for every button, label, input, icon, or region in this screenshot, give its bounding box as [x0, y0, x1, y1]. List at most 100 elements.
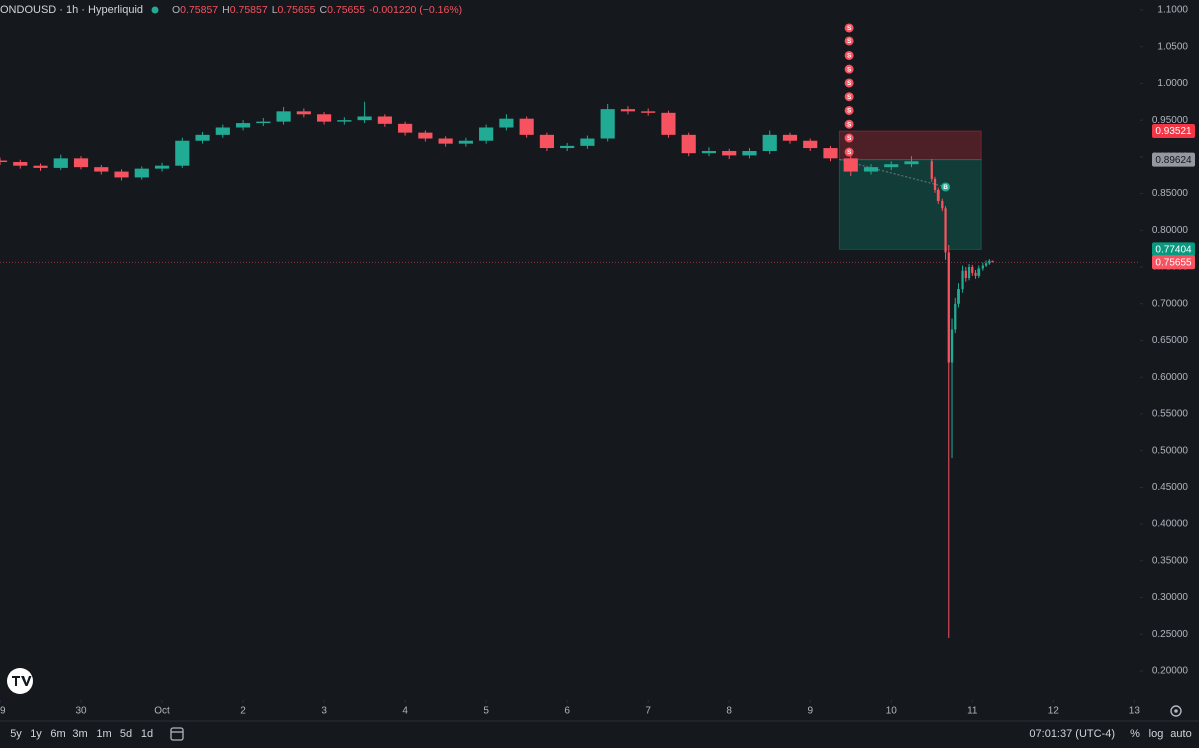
range-button[interactable]: 1d — [141, 728, 153, 740]
candle-body — [933, 178, 937, 190]
y-tick-label: 0.25000 — [1152, 629, 1189, 640]
x-tick-label: Oct — [154, 706, 170, 717]
buy-signal — [941, 182, 951, 192]
range-button[interactable]: 6m — [50, 728, 65, 740]
sell-signal — [844, 50, 854, 60]
candle-body — [981, 265, 984, 269]
candle-body — [317, 114, 332, 122]
price-tag — [1152, 255, 1195, 270]
price-tag-label: 0.75655 — [1155, 257, 1192, 268]
x-tick-label: 7 — [645, 706, 651, 717]
settings-icon[interactable] — [1170, 705, 1182, 717]
candle-body — [936, 189, 940, 201]
candle-body — [114, 171, 129, 178]
range-button[interactable]: 5d — [120, 728, 132, 740]
scale-option[interactable]: log — [1149, 728, 1164, 740]
candle-body — [73, 158, 89, 168]
candle-body — [947, 252, 950, 363]
sell-signal — [844, 119, 854, 129]
candle-body — [580, 138, 595, 146]
candle-body — [215, 127, 230, 135]
sell-signal — [844, 133, 854, 143]
y-tick-label: 1.0500 — [1157, 41, 1188, 52]
range-button[interactable]: 5y — [10, 728, 22, 740]
candle-body — [296, 111, 311, 115]
sell-signal — [844, 64, 854, 74]
candle-body — [930, 161, 933, 179]
x-tick-label: 13 — [1129, 706, 1141, 717]
ohlc-value: 0.75655 — [327, 4, 365, 16]
candle-body — [984, 263, 988, 266]
candle-body — [661, 112, 676, 135]
candle-body — [337, 120, 352, 122]
y-tick-label: 1.1000 — [1157, 5, 1188, 16]
candle-body — [94, 167, 109, 172]
y-tick-label: 0.65000 — [1152, 335, 1189, 346]
price-tag-label: 0.89624 — [1155, 155, 1192, 166]
ohlc-value: 0.75857 — [230, 4, 268, 16]
price-tag-label: 0.93521 — [1155, 126, 1192, 137]
candle-body — [782, 134, 798, 141]
candle-body — [884, 164, 899, 168]
candle-body — [641, 111, 656, 113]
ohlc-key: O — [172, 4, 180, 16]
candle-body — [941, 200, 944, 209]
candle-body — [195, 134, 210, 141]
candle-body — [13, 162, 28, 166]
y-tick-label: 0.35000 — [1152, 555, 1189, 566]
y-tick-label: 0.70000 — [1152, 298, 1189, 309]
candle-body — [175, 140, 190, 166]
x-tick-label: 2 — [240, 706, 246, 717]
y-tick-label: 1.0000 — [1157, 78, 1188, 89]
candle-body — [988, 260, 991, 264]
candle-body — [276, 111, 291, 122]
signal-label: S — [847, 53, 852, 60]
range-button[interactable]: 3m — [72, 728, 87, 740]
signal-label: S — [847, 121, 852, 128]
x-tick-label: 11 — [967, 706, 978, 717]
candle-body — [944, 208, 947, 253]
scale-option[interactable]: % — [1130, 728, 1140, 740]
symbol: ONDOUSD · 1h · Hyperliquid — [0, 4, 143, 16]
candle-body — [742, 151, 757, 156]
candle-body — [971, 267, 974, 273]
sell-signal — [844, 105, 854, 115]
candle-body — [134, 168, 149, 178]
target-zone — [838, 159, 982, 250]
x-tick-label: 30 — [75, 706, 87, 717]
candle-body — [950, 329, 954, 363]
price-tag — [1152, 124, 1195, 139]
stop-zone — [838, 130, 982, 161]
signal-label: S — [847, 80, 852, 87]
candle-body — [418, 132, 433, 139]
ohlc-key: C — [320, 4, 328, 16]
candle-body — [762, 134, 777, 152]
calendar-icon[interactable] — [170, 727, 184, 741]
candle-body — [961, 270, 964, 290]
ohlc-key: H — [222, 4, 230, 16]
price-tag-label: 0.77404 — [1155, 245, 1192, 256]
range-button[interactable]: 1y — [30, 728, 42, 740]
signal-label: S — [847, 66, 852, 73]
y-tick-label: 0.95000 — [1152, 115, 1189, 126]
scale-option[interactable]: auto — [1170, 728, 1191, 740]
candle-body — [701, 151, 717, 154]
y-tick-label: 0.30000 — [1152, 592, 1189, 603]
candle-body — [863, 167, 879, 172]
x-tick-label: 6 — [564, 706, 570, 717]
range-button[interactable]: 1m — [96, 728, 111, 740]
signal-label: S — [847, 94, 852, 101]
candle-body — [154, 165, 170, 169]
y-tick-label: 0.20000 — [1152, 666, 1189, 677]
sell-signal — [844, 23, 854, 33]
clock: 07:01:37 (UTC-4) — [1029, 728, 1115, 740]
signal-label: B — [943, 184, 948, 191]
y-tick-label: 0.80000 — [1152, 225, 1189, 236]
candle-body — [479, 127, 494, 141]
candle-body — [53, 158, 68, 168]
signal-label: S — [847, 25, 852, 32]
sell-signal — [844, 36, 854, 46]
candle-body — [33, 165, 48, 168]
